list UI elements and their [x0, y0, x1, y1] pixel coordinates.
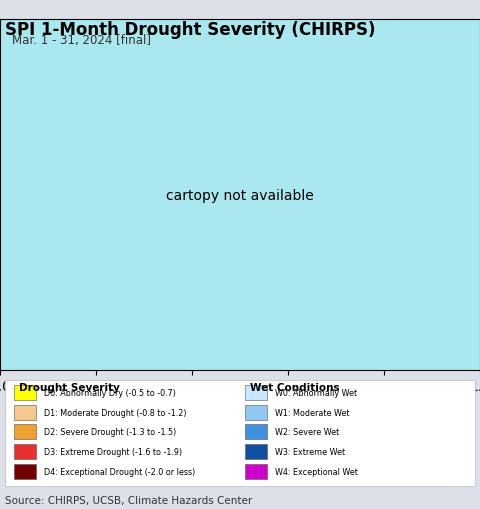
FancyBboxPatch shape [14, 464, 36, 478]
Text: Source: CHIRPS, UCSB, Climate Hazards Center: Source: CHIRPS, UCSB, Climate Hazards Ce… [5, 495, 252, 505]
Text: W1: Moderate Wet: W1: Moderate Wet [275, 408, 349, 417]
FancyBboxPatch shape [14, 385, 36, 400]
Text: D0: Abnormally Dry (-0.5 to -0.7): D0: Abnormally Dry (-0.5 to -0.7) [44, 388, 176, 398]
FancyBboxPatch shape [245, 425, 267, 439]
Text: SPI 1-Month Drought Severity (CHIRPS): SPI 1-Month Drought Severity (CHIRPS) [5, 21, 375, 39]
FancyBboxPatch shape [245, 464, 267, 478]
Text: cartopy not available: cartopy not available [166, 188, 314, 202]
FancyBboxPatch shape [245, 385, 267, 400]
Text: D1: Moderate Drought (-0.8 to -1.2): D1: Moderate Drought (-0.8 to -1.2) [44, 408, 187, 417]
FancyBboxPatch shape [245, 405, 267, 420]
FancyBboxPatch shape [5, 380, 475, 486]
Text: D2: Severe Drought (-1.3 to -1.5): D2: Severe Drought (-1.3 to -1.5) [44, 428, 177, 437]
FancyBboxPatch shape [14, 425, 36, 439]
FancyBboxPatch shape [245, 444, 267, 459]
Text: W3: Extreme Wet: W3: Extreme Wet [275, 447, 345, 456]
Text: Drought Severity: Drought Severity [19, 383, 120, 392]
Text: Wet Conditions: Wet Conditions [250, 383, 339, 392]
Text: Mar. 1 - 31, 2024 [final]: Mar. 1 - 31, 2024 [final] [12, 34, 151, 47]
FancyBboxPatch shape [14, 444, 36, 459]
Text: D4: Exceptional Drought (-2.0 or less): D4: Exceptional Drought (-2.0 or less) [44, 467, 195, 475]
Text: W0: Abnormally Wet: W0: Abnormally Wet [275, 388, 357, 398]
Text: D3: Extreme Drought (-1.6 to -1.9): D3: Extreme Drought (-1.6 to -1.9) [44, 447, 182, 456]
FancyBboxPatch shape [14, 405, 36, 420]
Text: W2: Severe Wet: W2: Severe Wet [275, 428, 339, 437]
Text: W4: Exceptional Wet: W4: Exceptional Wet [275, 467, 358, 475]
